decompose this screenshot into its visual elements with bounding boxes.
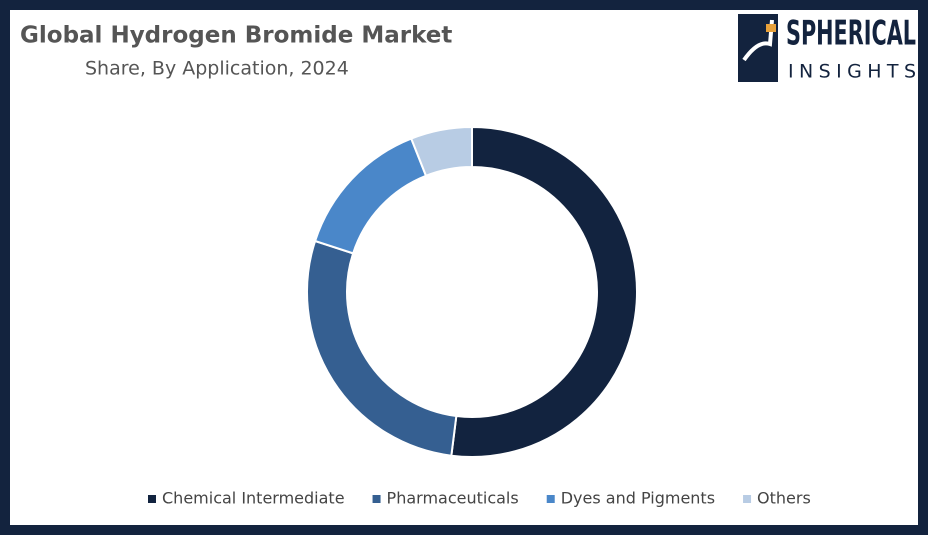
legend-label: Chemical Intermediate — [162, 489, 345, 508]
legend-swatch — [148, 495, 156, 503]
logo-name: SPHERICAL — [786, 14, 916, 54]
legend-label: Dyes and Pigments — [561, 489, 715, 508]
donut-segment — [450, 125, 638, 458]
legend-swatch — [743, 495, 752, 503]
donut-segment — [409, 125, 473, 178]
chart-title: Global Hydrogen Bromide Market — [20, 23, 452, 49]
logo-icon-accent — [766, 24, 776, 32]
legend-swatch — [372, 495, 381, 503]
legend-label: Pharmaceuticals — [387, 489, 519, 508]
legend-swatch — [546, 495, 555, 503]
logo: SPHERICAL INSIGHTS — [738, 14, 916, 83]
logo-icon-mark — [742, 19, 774, 62]
logo-tagline: INSIGHTS — [788, 61, 916, 83]
chart-subtitle: Share, By Application, 2024 — [85, 58, 349, 80]
legend-label: Others — [757, 489, 811, 508]
